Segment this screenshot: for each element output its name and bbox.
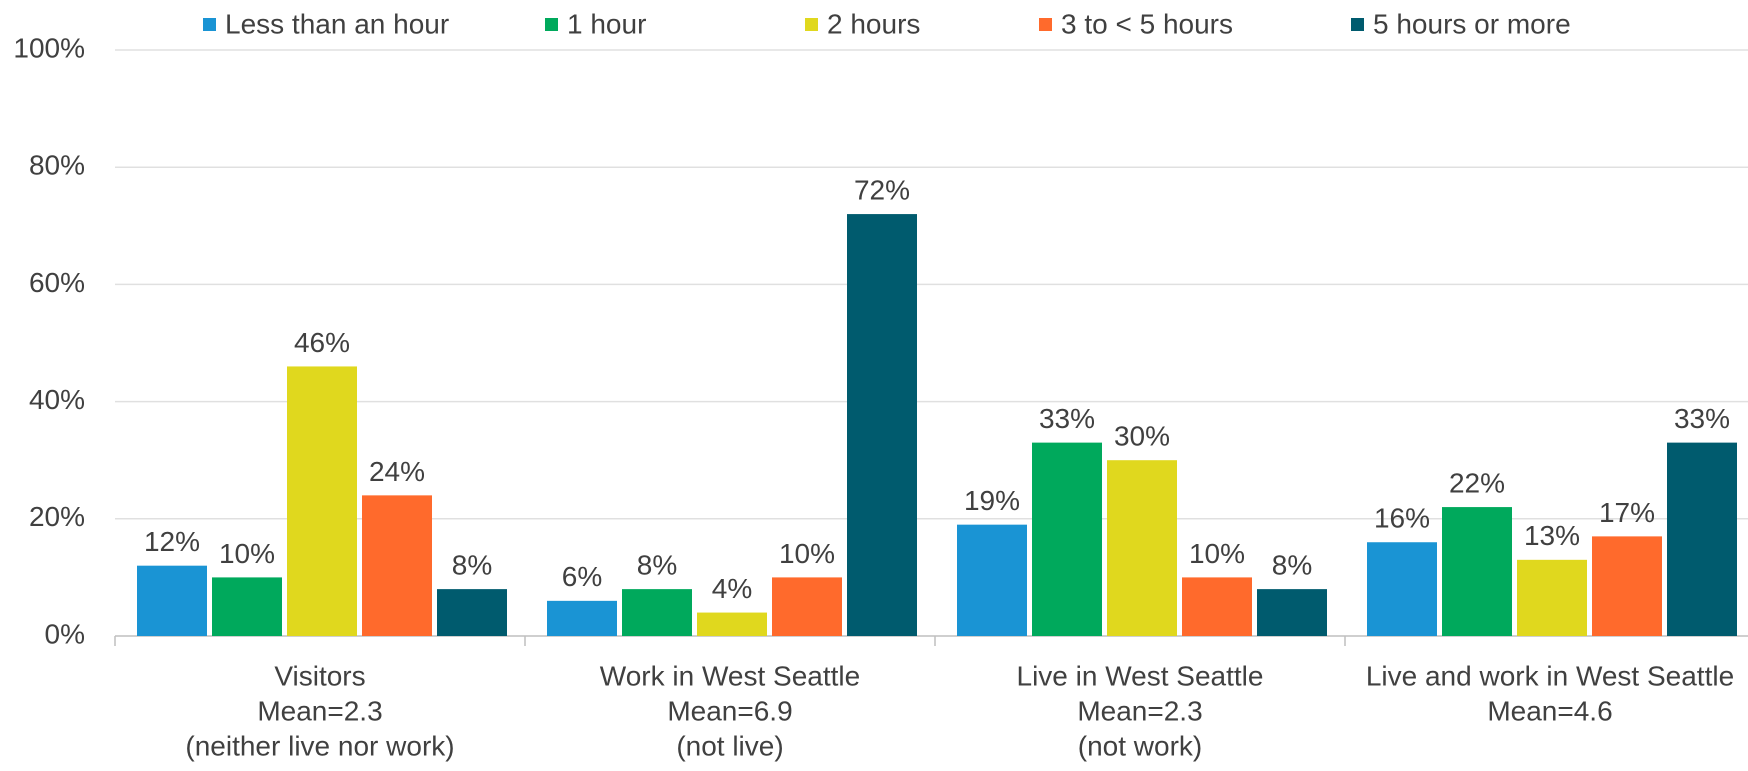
value-label: 16% <box>1374 503 1430 534</box>
value-label: 72% <box>854 174 910 205</box>
x-tick-label: Live and work in West Seattle <box>1366 660 1734 691</box>
bar <box>1592 536 1662 636</box>
value-label: 8% <box>637 550 677 581</box>
value-label: 17% <box>1599 497 1655 528</box>
legend-label: 1 hour <box>567 8 646 39</box>
legend-swatch <box>1351 18 1364 31</box>
x-tick-label: Work in West Seattle <box>600 660 860 691</box>
y-tick-label: 60% <box>29 267 85 298</box>
bar <box>547 600 617 636</box>
value-label: 33% <box>1674 403 1730 434</box>
bar <box>212 577 282 636</box>
value-label: 30% <box>1114 421 1170 452</box>
value-label: 4% <box>712 573 752 604</box>
y-tick-label: 40% <box>29 384 85 415</box>
bar <box>1107 460 1177 636</box>
y-tick-label: 20% <box>29 501 85 532</box>
value-label: 8% <box>452 550 492 581</box>
value-label: 6% <box>562 561 602 592</box>
bar <box>622 589 692 636</box>
bar <box>1182 577 1252 636</box>
bar <box>362 495 432 636</box>
legend-label: 5 hours or more <box>1373 8 1571 39</box>
bar <box>847 214 917 636</box>
bar <box>1517 559 1587 636</box>
x-tick-label: Mean=4.6 <box>1487 695 1612 726</box>
x-tick-label: (not live) <box>676 730 783 761</box>
value-label: 12% <box>144 526 200 557</box>
value-label: 46% <box>294 327 350 358</box>
x-tick-label: (not work) <box>1078 730 1202 761</box>
x-tick-label: Mean=2.3 <box>1077 695 1202 726</box>
bar <box>1257 589 1327 636</box>
value-label: 13% <box>1524 520 1580 551</box>
y-tick-label: 0% <box>45 618 85 649</box>
bar <box>437 589 507 636</box>
legend-swatch <box>545 18 558 31</box>
bar <box>1367 542 1437 636</box>
value-label: 10% <box>219 538 275 569</box>
x-tick-label: Mean=6.9 <box>667 695 792 726</box>
value-label: 10% <box>1189 538 1245 569</box>
value-label: 33% <box>1039 403 1095 434</box>
bar <box>1032 442 1102 636</box>
value-label: 19% <box>964 485 1020 516</box>
bar <box>697 612 767 636</box>
bar <box>957 524 1027 636</box>
x-tick-label: Visitors <box>274 660 365 691</box>
value-label: 24% <box>369 456 425 487</box>
legend-swatch <box>203 18 216 31</box>
bar <box>1442 507 1512 636</box>
bar <box>772 577 842 636</box>
value-label: 8% <box>1272 550 1312 581</box>
value-label: 10% <box>779 538 835 569</box>
legend-swatch <box>1039 18 1052 31</box>
x-tick-label: Live in West Seattle <box>1017 660 1264 691</box>
bar <box>287 366 357 636</box>
x-tick-label: (neither live nor work) <box>185 730 454 761</box>
value-label: 22% <box>1449 467 1505 498</box>
x-tick-label: Mean=2.3 <box>257 695 382 726</box>
legend-label: Less than an hour <box>225 8 449 39</box>
legend-label: 3 to < 5 hours <box>1061 8 1233 39</box>
bar <box>1667 442 1737 636</box>
y-tick-label: 100% <box>13 32 85 63</box>
legend-swatch <box>805 18 818 31</box>
bar <box>137 565 207 636</box>
legend-label: 2 hours <box>827 8 920 39</box>
y-tick-label: 80% <box>29 150 85 181</box>
